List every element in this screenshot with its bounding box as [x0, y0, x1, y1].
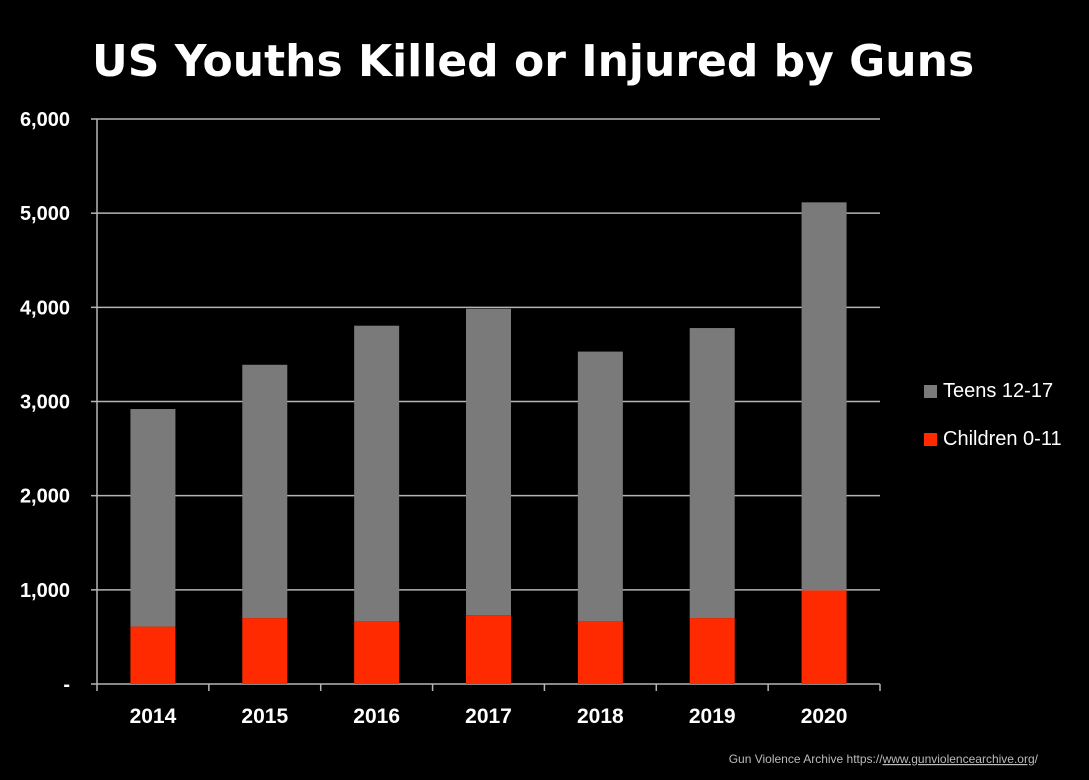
x-tick-label: 2020: [801, 705, 848, 728]
legend: Teens 12-17 Children 0-11: [924, 380, 1062, 450]
source-link[interactable]: www.gunviolencearchive.org: [882, 752, 1035, 766]
chart-title: US Youths Killed or Injured by Guns: [92, 36, 974, 87]
x-tick-label: 2016: [353, 705, 400, 728]
bar-children-0-11-2018: [577, 621, 623, 684]
source-tail: /: [1035, 752, 1039, 766]
y-tick-label: -: [63, 674, 70, 696]
bar-children-0-11-2019: [689, 618, 735, 684]
x-tick-label: 2018: [577, 705, 624, 728]
bar-children-0-11-2016: [354, 621, 400, 684]
y-tick-label: 1,000: [20, 580, 70, 602]
x-tick-labels: 2014 2015 2016 2017 2018 2019 2020: [130, 705, 848, 728]
source-text: Gun Violence Archive https://: [729, 752, 884, 766]
x-tick-label: 2019: [689, 705, 736, 728]
bar-teens-12-17-2019: [689, 328, 735, 619]
legend-swatch: [924, 433, 937, 446]
y-tick-label: 4,000: [20, 297, 70, 319]
y-tick-label: 5,000: [20, 203, 70, 225]
bar-teens-12-17-2016: [354, 325, 400, 622]
legend-label: Children 0-11: [943, 428, 1062, 450]
bar-children-0-11-2020: [801, 590, 847, 684]
x-tick-label: 2014: [130, 705, 177, 728]
bar-teens-12-17-2014: [130, 409, 176, 627]
bar-children-0-11-2015: [242, 618, 288, 684]
bars: [130, 202, 847, 684]
y-tick-label: 3,000: [20, 392, 70, 414]
x-tick-label: 2017: [465, 705, 512, 728]
bar-teens-12-17-2015: [242, 364, 288, 619]
source-note: Gun Violence Archive https://www.gunviol…: [729, 752, 1039, 766]
y-tick-label: 6,000: [20, 109, 70, 131]
bar-children-0-11-2017: [466, 615, 511, 684]
legend-swatch: [924, 385, 937, 398]
bar-teens-12-17-2018: [577, 351, 623, 622]
y-tick-label: 2,000: [20, 486, 70, 508]
x-tick-label: 2015: [241, 705, 288, 728]
bar-children-0-11-2014: [130, 626, 176, 684]
bar-teens-12-17-2017: [466, 308, 511, 616]
bar-teens-12-17-2020: [801, 202, 847, 591]
legend-label: Teens 12-17: [943, 380, 1053, 402]
y-tick-labels: - 1,000 2,000 3,000 4,000 5,000 6,000: [20, 109, 70, 696]
